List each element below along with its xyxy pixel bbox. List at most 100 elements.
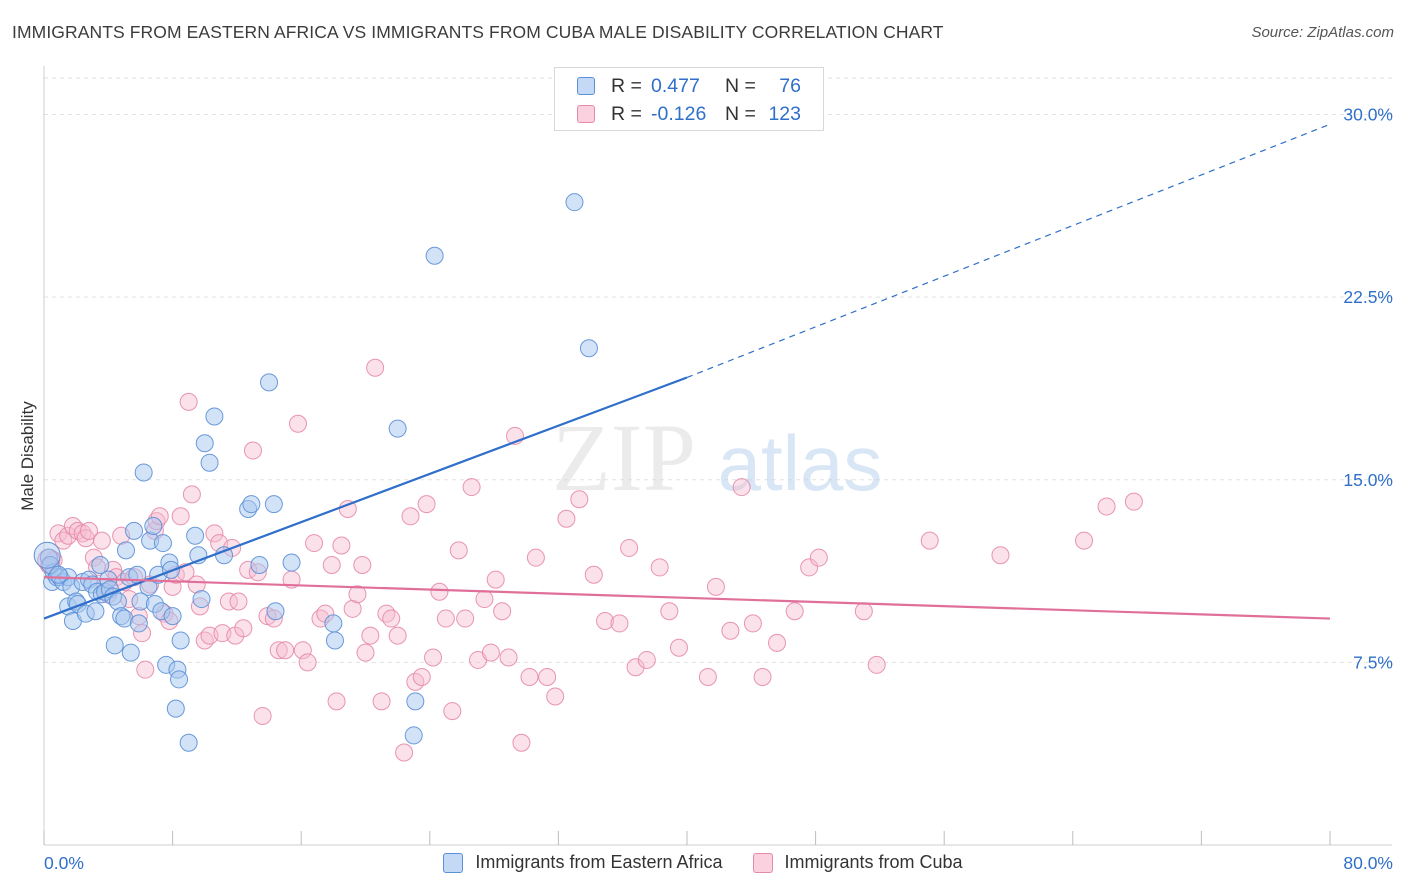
data-point-cuba <box>356 643 375 662</box>
data-point-cuba <box>332 536 351 555</box>
legend-label-cuba: Immigrants from Cuba <box>784 852 963 872</box>
data-point-cuba <box>136 660 155 679</box>
data-point-cuba <box>205 524 224 543</box>
chart-title: IMMIGRANTS FROM EASTERN AFRICA VS IMMIGR… <box>12 22 944 42</box>
data-point-cuba <box>538 667 557 686</box>
data-point-cuba <box>626 658 645 677</box>
data-point-cuba <box>570 490 589 509</box>
data-point-eastern-africa <box>105 636 124 655</box>
data-point-cuba <box>721 621 740 640</box>
data-point-cuba <box>424 648 443 667</box>
data-point-cuba <box>80 521 99 540</box>
data-point-eastern-africa <box>86 602 105 621</box>
series-eastern-africa-points <box>33 193 598 752</box>
data-point-cuba <box>234 619 253 638</box>
data-point-cuba <box>809 548 828 567</box>
legend-item-eastern-africa: Immigrants from Eastern Africa <box>443 852 723 873</box>
data-point-cuba <box>698 667 717 686</box>
data-point-cuba <box>436 609 455 628</box>
data-point-cuba <box>493 602 512 621</box>
data-point-cuba <box>377 604 396 623</box>
data-point-cuba <box>732 478 751 497</box>
series-legend: Immigrants from Eastern Africa Immigrant… <box>0 852 1406 873</box>
data-point-cuba <box>269 641 288 660</box>
data-point-cuba <box>63 517 82 536</box>
data-point-eastern-africa <box>153 534 172 553</box>
data-point-cuba <box>520 667 539 686</box>
data-point-eastern-africa <box>170 670 189 689</box>
data-point-cuba <box>327 692 346 711</box>
data-point-eastern-africa <box>324 614 343 633</box>
data-point-eastern-africa <box>200 453 219 472</box>
data-point-cuba <box>462 478 481 497</box>
data-point-cuba <box>584 565 603 584</box>
data-point-cuba <box>348 585 367 604</box>
trend-lines <box>43 123 1331 620</box>
data-point-eastern-africa <box>565 193 584 212</box>
data-point-eastern-africa <box>192 590 211 609</box>
data-point-eastern-africa <box>388 419 407 438</box>
trend-line-cuba <box>43 576 1331 620</box>
legend-swatch-pink <box>577 105 595 123</box>
legend-r-value: -0.126 <box>651 102 707 125</box>
data-point-cuba <box>353 555 372 574</box>
data-point-eastern-africa <box>242 495 261 514</box>
data-point-eastern-africa <box>179 733 198 752</box>
data-point-cuba <box>610 614 629 633</box>
data-point-eastern-africa <box>49 565 68 584</box>
legend-n-label: N = <box>725 74 756 97</box>
data-point-cuba <box>706 577 725 596</box>
data-point-cuba <box>512 733 531 752</box>
data-point-cuba <box>637 650 656 669</box>
y-axis-label: Male Disability <box>18 401 37 511</box>
data-point-cuba <box>182 485 201 504</box>
legend-swatch-blue <box>577 77 595 95</box>
data-point-eastern-africa <box>166 699 185 718</box>
data-point-cuba <box>920 531 939 550</box>
data-point-cuba <box>596 611 615 630</box>
data-point-cuba <box>1097 497 1116 516</box>
data-point-cuba <box>743 614 762 633</box>
data-point-cuba <box>443 702 462 721</box>
legend-r-label: R = <box>611 102 642 125</box>
data-point-cuba <box>288 414 307 433</box>
data-point-eastern-africa <box>116 541 135 560</box>
data-point-eastern-africa <box>186 526 205 545</box>
data-point-cuba <box>361 626 380 645</box>
data-point-cuba <box>1124 492 1143 511</box>
y-tick-label: 15.0% <box>1343 470 1393 490</box>
data-point-cuba <box>54 531 73 550</box>
source-label: Source: ZipAtlas.com <box>1251 24 1394 41</box>
data-point-cuba <box>243 441 262 460</box>
data-point-cuba <box>1075 531 1094 550</box>
data-point-eastern-africa <box>266 602 285 621</box>
y-tick-label: 22.5% <box>1343 287 1393 307</box>
data-point-cuba <box>322 555 341 574</box>
data-point-eastern-africa <box>425 246 444 265</box>
data-point-cuba <box>412 667 431 686</box>
data-point-eastern-africa <box>33 541 61 569</box>
data-point-eastern-africa <box>205 407 224 426</box>
data-point-eastern-africa <box>195 434 214 453</box>
data-point-eastern-africa <box>404 726 423 745</box>
tick-labels: 7.5% 15.0% 22.5% 30.0% 0.0% 80.0% <box>44 105 1393 873</box>
data-point-cuba <box>298 653 317 672</box>
data-point-eastern-africa <box>579 339 598 358</box>
watermark-atlas: atlas <box>718 419 883 507</box>
legend-row-cuba: R = -0.126 N = 123 <box>577 102 801 126</box>
data-point-cuba <box>430 582 449 601</box>
data-point-cuba <box>171 507 190 526</box>
data-point-cuba <box>276 641 295 660</box>
data-point-eastern-africa <box>134 463 153 482</box>
data-point-cuba <box>293 641 312 660</box>
data-point-cuba <box>991 546 1010 565</box>
data-point-cuba <box>305 534 324 553</box>
legend-n-value: 76 <box>779 74 801 97</box>
data-point-eastern-africa <box>163 607 182 626</box>
data-point-eastern-africa <box>264 495 283 514</box>
data-point-cuba <box>92 531 111 550</box>
data-point-cuba <box>388 626 407 645</box>
data-point-eastern-africa <box>125 521 144 540</box>
data-point-cuba <box>372 692 391 711</box>
data-point-cuba <box>785 602 804 621</box>
